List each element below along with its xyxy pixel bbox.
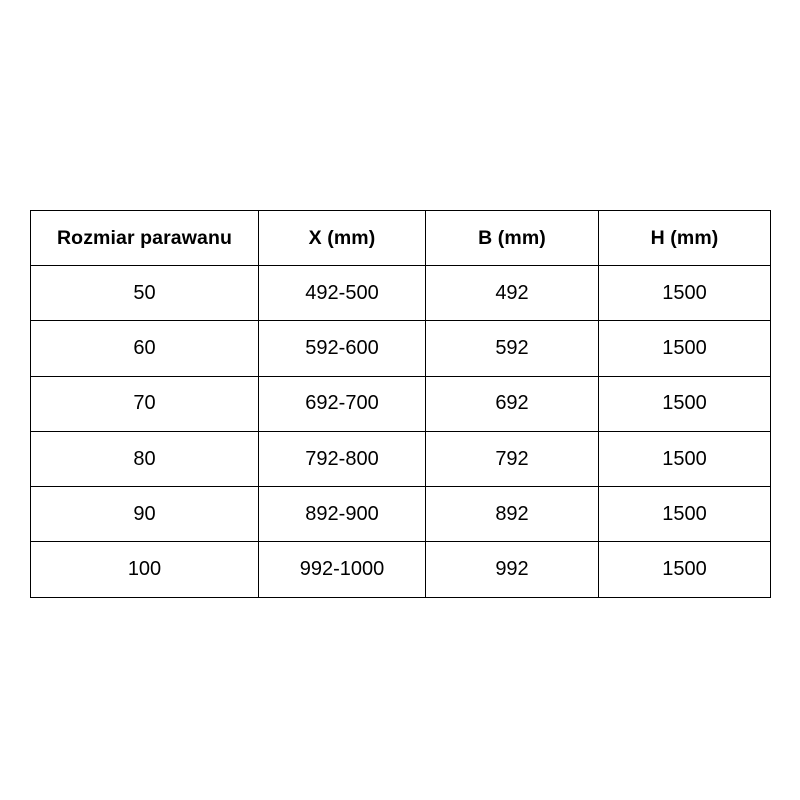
cell-b: 792 <box>425 430 599 488</box>
dimension-table-wrapper: Rozmiar parawanu X (mm) B (mm) H (mm) 50… <box>30 210 771 598</box>
cell-x: 592-600 <box>258 320 426 377</box>
table-row: 70 692-700 692 1500 <box>30 375 771 432</box>
cell-size: 70 <box>30 375 259 432</box>
table-header-row: Rozmiar parawanu X (mm) B (mm) H (mm) <box>30 210 771 266</box>
table-body: 50 492-500 492 1500 60 592-600 592 1500 … <box>30 264 771 598</box>
column-header-b: B (mm) <box>425 210 599 266</box>
cell-h: 1500 <box>598 486 771 543</box>
cell-size: 90 <box>30 486 259 543</box>
cell-x: 992-1000 <box>258 541 426 598</box>
cell-h: 1500 <box>598 541 771 598</box>
column-header-h: H (mm) <box>598 210 771 266</box>
cell-h: 1500 <box>598 430 771 488</box>
cell-h: 1500 <box>598 375 771 432</box>
shower-screen-dimension-table: Rozmiar parawanu X (mm) B (mm) H (mm) 50… <box>30 210 771 598</box>
cell-b: 692 <box>425 375 599 432</box>
table-header: Rozmiar parawanu X (mm) B (mm) H (mm) <box>30 210 771 266</box>
cell-size: 50 <box>30 264 259 322</box>
cell-h: 1500 <box>598 320 771 377</box>
table-row: 50 492-500 492 1500 <box>30 264 771 322</box>
cell-size: 80 <box>30 430 259 488</box>
cell-b: 892 <box>425 486 599 543</box>
cell-size: 100 <box>30 541 259 598</box>
cell-b: 992 <box>425 541 599 598</box>
table-row: 80 792-800 792 1500 <box>30 430 771 488</box>
cell-size: 60 <box>30 320 259 377</box>
column-header-size: Rozmiar parawanu <box>30 210 259 266</box>
cell-b: 492 <box>425 264 599 322</box>
table-row: 60 592-600 592 1500 <box>30 320 771 377</box>
table-row: 90 892-900 892 1500 <box>30 486 771 543</box>
cell-b: 592 <box>425 320 599 377</box>
cell-x: 892-900 <box>258 486 426 543</box>
table-row: 100 992-1000 992 1500 <box>30 541 771 598</box>
cell-h: 1500 <box>598 264 771 322</box>
column-header-x: X (mm) <box>258 210 426 266</box>
cell-x: 492-500 <box>258 264 426 322</box>
cell-x: 792-800 <box>258 430 426 488</box>
cell-x: 692-700 <box>258 375 426 432</box>
